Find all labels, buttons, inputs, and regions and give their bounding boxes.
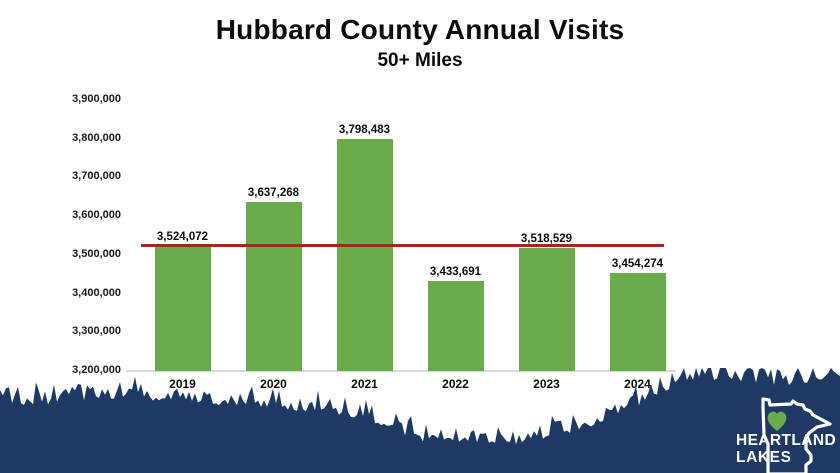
x-axis-label-2024: 2024 bbox=[624, 377, 651, 391]
y-axis-tick-label: 3,900,000 bbox=[72, 93, 121, 105]
bar-slot-2023: 3,518,529 bbox=[501, 100, 592, 371]
bar-2020 bbox=[245, 201, 302, 371]
bar-value-label: 3,454,274 bbox=[611, 257, 664, 270]
y-axis-tick-label: 3,800,000 bbox=[72, 131, 121, 144]
green-heart-icon bbox=[767, 411, 787, 431]
bar-slot-2020: 3,637,268 bbox=[228, 100, 319, 371]
bar-value-label: 3,637,268 bbox=[247, 186, 300, 199]
x-axis-label-2020: 2020 bbox=[260, 377, 287, 391]
x-axis-label-2021: 2021 bbox=[351, 377, 378, 391]
chart-title: Hubbard County Annual Visits bbox=[215, 14, 625, 45]
bar-slot-2022: 3,433,691 bbox=[410, 100, 501, 371]
y-axis-tick-label: 3,500,000 bbox=[72, 247, 121, 260]
x-axis-label-2022: 2022 bbox=[442, 377, 469, 391]
bar-2024 bbox=[609, 272, 666, 371]
logo-wordmark: HEARTLAND LAKES bbox=[736, 432, 836, 467]
chart-header: Hubbard County Annual Visits 50+ Miles bbox=[0, 14, 840, 72]
bar-2022 bbox=[427, 280, 484, 371]
y-axis-tick-label: 3,700,000 bbox=[72, 170, 121, 183]
y-axis-tick-label: 3,300,000 bbox=[72, 325, 121, 338]
y-axis-tick-label: 3,600,000 bbox=[72, 209, 121, 222]
bar-2021 bbox=[336, 139, 393, 371]
x-axis-labels: 2019 2020 2021 2022 2023 2024 bbox=[137, 377, 683, 391]
bar-value-label: 3,798,483 bbox=[338, 124, 391, 137]
bar-slot-2021: 3,798,483 bbox=[319, 100, 410, 371]
x-axis-label-2023: 2023 bbox=[533, 377, 560, 391]
y-axis-tick-label: 3,400,000 bbox=[72, 286, 121, 299]
chart-subtitle: 50+ Miles bbox=[377, 50, 463, 71]
heartland-lakes-logo: HEARTLAND LAKES bbox=[700, 380, 840, 473]
bar-2019 bbox=[154, 245, 211, 371]
y-axis-tick-label: 3,200,000 bbox=[72, 364, 121, 376]
reference-line bbox=[141, 244, 664, 247]
bar-slot-2024: 3,454,274 bbox=[592, 100, 683, 371]
logo-line-lakes: LAKES bbox=[736, 449, 792, 467]
bar-2023 bbox=[518, 247, 575, 371]
bar-value-label: 3,524,072 bbox=[156, 230, 209, 243]
bar-value-label: 3,433,691 bbox=[429, 265, 482, 278]
x-axis-label-2019: 2019 bbox=[169, 377, 196, 391]
bar-slot-2019: 3,524,072 bbox=[137, 100, 228, 371]
logo-line-heartland: HEARTLAND bbox=[736, 432, 837, 449]
bar-series: 3,524,072 3,637,268 3,798,483 3,433,691 3,51… bbox=[137, 100, 683, 371]
bar-value-label: 3,518,529 bbox=[520, 232, 573, 245]
